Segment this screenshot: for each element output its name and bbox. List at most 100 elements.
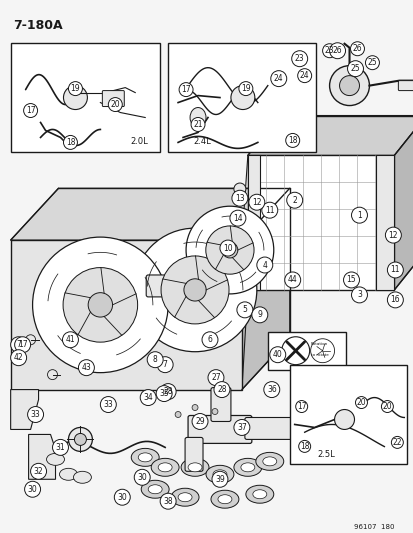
Ellipse shape (262, 457, 276, 466)
Ellipse shape (148, 485, 162, 494)
Text: 96107  180: 96107 180 (353, 524, 394, 530)
Circle shape (365, 56, 378, 70)
FancyBboxPatch shape (11, 240, 241, 390)
Text: 19: 19 (71, 84, 80, 93)
Text: 30: 30 (117, 492, 127, 502)
Text: 2.4L: 2.4L (192, 138, 210, 147)
Ellipse shape (211, 490, 238, 508)
Polygon shape (247, 116, 413, 156)
Circle shape (156, 385, 172, 401)
Ellipse shape (217, 495, 231, 504)
Text: 17: 17 (26, 106, 36, 115)
Text: 33: 33 (103, 400, 113, 409)
Circle shape (133, 228, 256, 352)
Ellipse shape (131, 448, 159, 466)
Polygon shape (11, 390, 38, 430)
FancyBboxPatch shape (102, 91, 124, 107)
Text: 43: 43 (81, 363, 91, 372)
Ellipse shape (46, 454, 64, 465)
Text: Rotation: Rotation (310, 342, 327, 346)
Text: 27: 27 (211, 373, 220, 382)
Ellipse shape (245, 485, 273, 503)
FancyBboxPatch shape (11, 43, 160, 152)
Circle shape (78, 360, 94, 376)
Text: 19: 19 (240, 84, 250, 93)
Circle shape (63, 268, 137, 342)
Circle shape (214, 382, 229, 398)
Circle shape (251, 307, 267, 323)
FancyBboxPatch shape (247, 156, 394, 290)
Circle shape (387, 262, 402, 278)
Circle shape (295, 400, 307, 413)
Circle shape (219, 240, 235, 256)
Circle shape (11, 337, 26, 353)
Ellipse shape (190, 108, 206, 127)
FancyBboxPatch shape (244, 417, 298, 439)
Text: 6: 6 (207, 335, 212, 344)
Text: 8: 8 (152, 355, 157, 364)
Circle shape (74, 433, 86, 446)
Circle shape (192, 414, 207, 430)
Ellipse shape (178, 492, 192, 502)
Circle shape (11, 350, 26, 366)
Text: 11: 11 (264, 206, 274, 215)
Circle shape (238, 82, 252, 95)
Text: 18: 18 (287, 136, 297, 145)
Circle shape (63, 135, 77, 149)
Circle shape (334, 409, 354, 430)
Text: 5: 5 (242, 305, 247, 314)
Text: 16: 16 (389, 295, 399, 304)
Text: 23: 23 (324, 46, 334, 55)
Ellipse shape (252, 490, 266, 499)
Polygon shape (241, 188, 289, 390)
FancyBboxPatch shape (267, 332, 345, 370)
Circle shape (298, 440, 310, 453)
Text: 4: 4 (262, 261, 267, 270)
Circle shape (221, 242, 237, 258)
Text: 20: 20 (356, 398, 366, 407)
Ellipse shape (141, 480, 169, 498)
FancyBboxPatch shape (188, 416, 251, 443)
Ellipse shape (206, 465, 233, 483)
FancyBboxPatch shape (289, 365, 406, 464)
Ellipse shape (171, 488, 199, 506)
Circle shape (351, 287, 367, 303)
Circle shape (355, 397, 367, 408)
Text: 32: 32 (34, 467, 43, 476)
Text: 12: 12 (252, 198, 261, 207)
Text: 22: 22 (392, 438, 401, 447)
Circle shape (52, 439, 68, 455)
Text: 15: 15 (346, 276, 356, 285)
Circle shape (185, 206, 273, 294)
Ellipse shape (240, 463, 254, 472)
Text: 24: 24 (299, 71, 309, 80)
Circle shape (33, 237, 168, 373)
Circle shape (263, 382, 279, 398)
Text: 25: 25 (367, 58, 376, 67)
Circle shape (62, 332, 78, 348)
Circle shape (202, 332, 217, 348)
Circle shape (350, 42, 363, 56)
Circle shape (160, 384, 176, 400)
Text: 26: 26 (332, 46, 342, 55)
Text: 21: 21 (193, 120, 202, 129)
Text: 10: 10 (223, 244, 232, 253)
Ellipse shape (158, 463, 172, 472)
Text: 30: 30 (28, 484, 37, 494)
Polygon shape (11, 188, 289, 240)
Text: 33: 33 (31, 410, 40, 419)
Text: 23: 23 (294, 54, 304, 63)
Text: 26: 26 (352, 44, 361, 53)
Text: 37: 37 (236, 423, 246, 432)
Circle shape (233, 419, 249, 435)
Text: 44: 44 (287, 276, 297, 285)
Text: 20: 20 (382, 402, 391, 411)
Text: 28: 28 (217, 385, 226, 394)
Text: 39: 39 (215, 475, 224, 484)
Text: 24: 24 (273, 74, 283, 83)
Circle shape (192, 405, 197, 410)
Ellipse shape (151, 458, 179, 477)
Circle shape (284, 272, 300, 288)
Text: 7: 7 (162, 360, 167, 369)
Ellipse shape (180, 458, 209, 477)
